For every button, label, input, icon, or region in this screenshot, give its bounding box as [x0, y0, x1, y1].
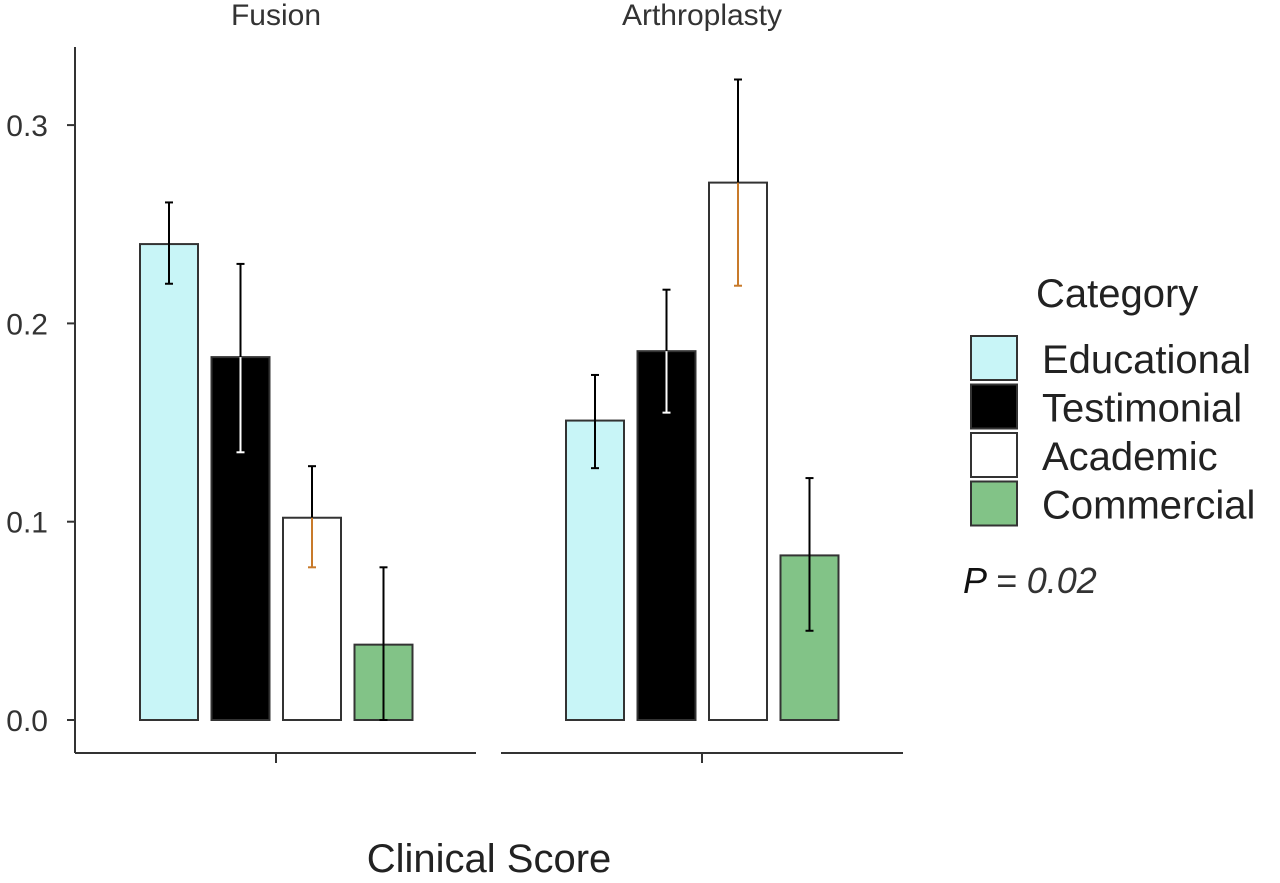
- y-tick-label: 0.3: [6, 110, 48, 143]
- legend-label: Testimonial: [1042, 387, 1242, 431]
- legend-label: Commercial: [1042, 484, 1255, 528]
- legend-swatch: [970, 335, 1018, 381]
- y-tick-label: 0.2: [6, 308, 48, 341]
- x-axis-title: Clinical Score: [367, 837, 612, 878]
- panel-title: Arthroplasty: [622, 0, 782, 32]
- axes: [67, 47, 903, 763]
- legend-label: Academic: [1042, 435, 1218, 479]
- p-value-annotation: P = 0.02: [963, 560, 1097, 601]
- p-value-text: = 0.02: [986, 560, 1097, 601]
- panel-title: Fusion: [231, 0, 321, 32]
- legend-label: Educational: [1042, 338, 1251, 382]
- chart-text: Clinical Score Category P = 0.02 0.0 0.1 0…: [6, 0, 1198, 881]
- bars: [139, 181, 840, 722]
- y-tick-label: 0.1: [6, 507, 48, 540]
- legend-swatch: [970, 383, 1018, 430]
- p-value-prefix: P: [963, 560, 987, 601]
- legend-swatch: [970, 432, 1018, 478]
- y-tick-label: 0.0: [6, 705, 48, 738]
- bar: [565, 419, 625, 721]
- bar: [139, 243, 199, 722]
- legend-title: Category: [1036, 272, 1198, 316]
- legend-swatch: [970, 480, 1018, 527]
- error-bars: [165, 78, 814, 721]
